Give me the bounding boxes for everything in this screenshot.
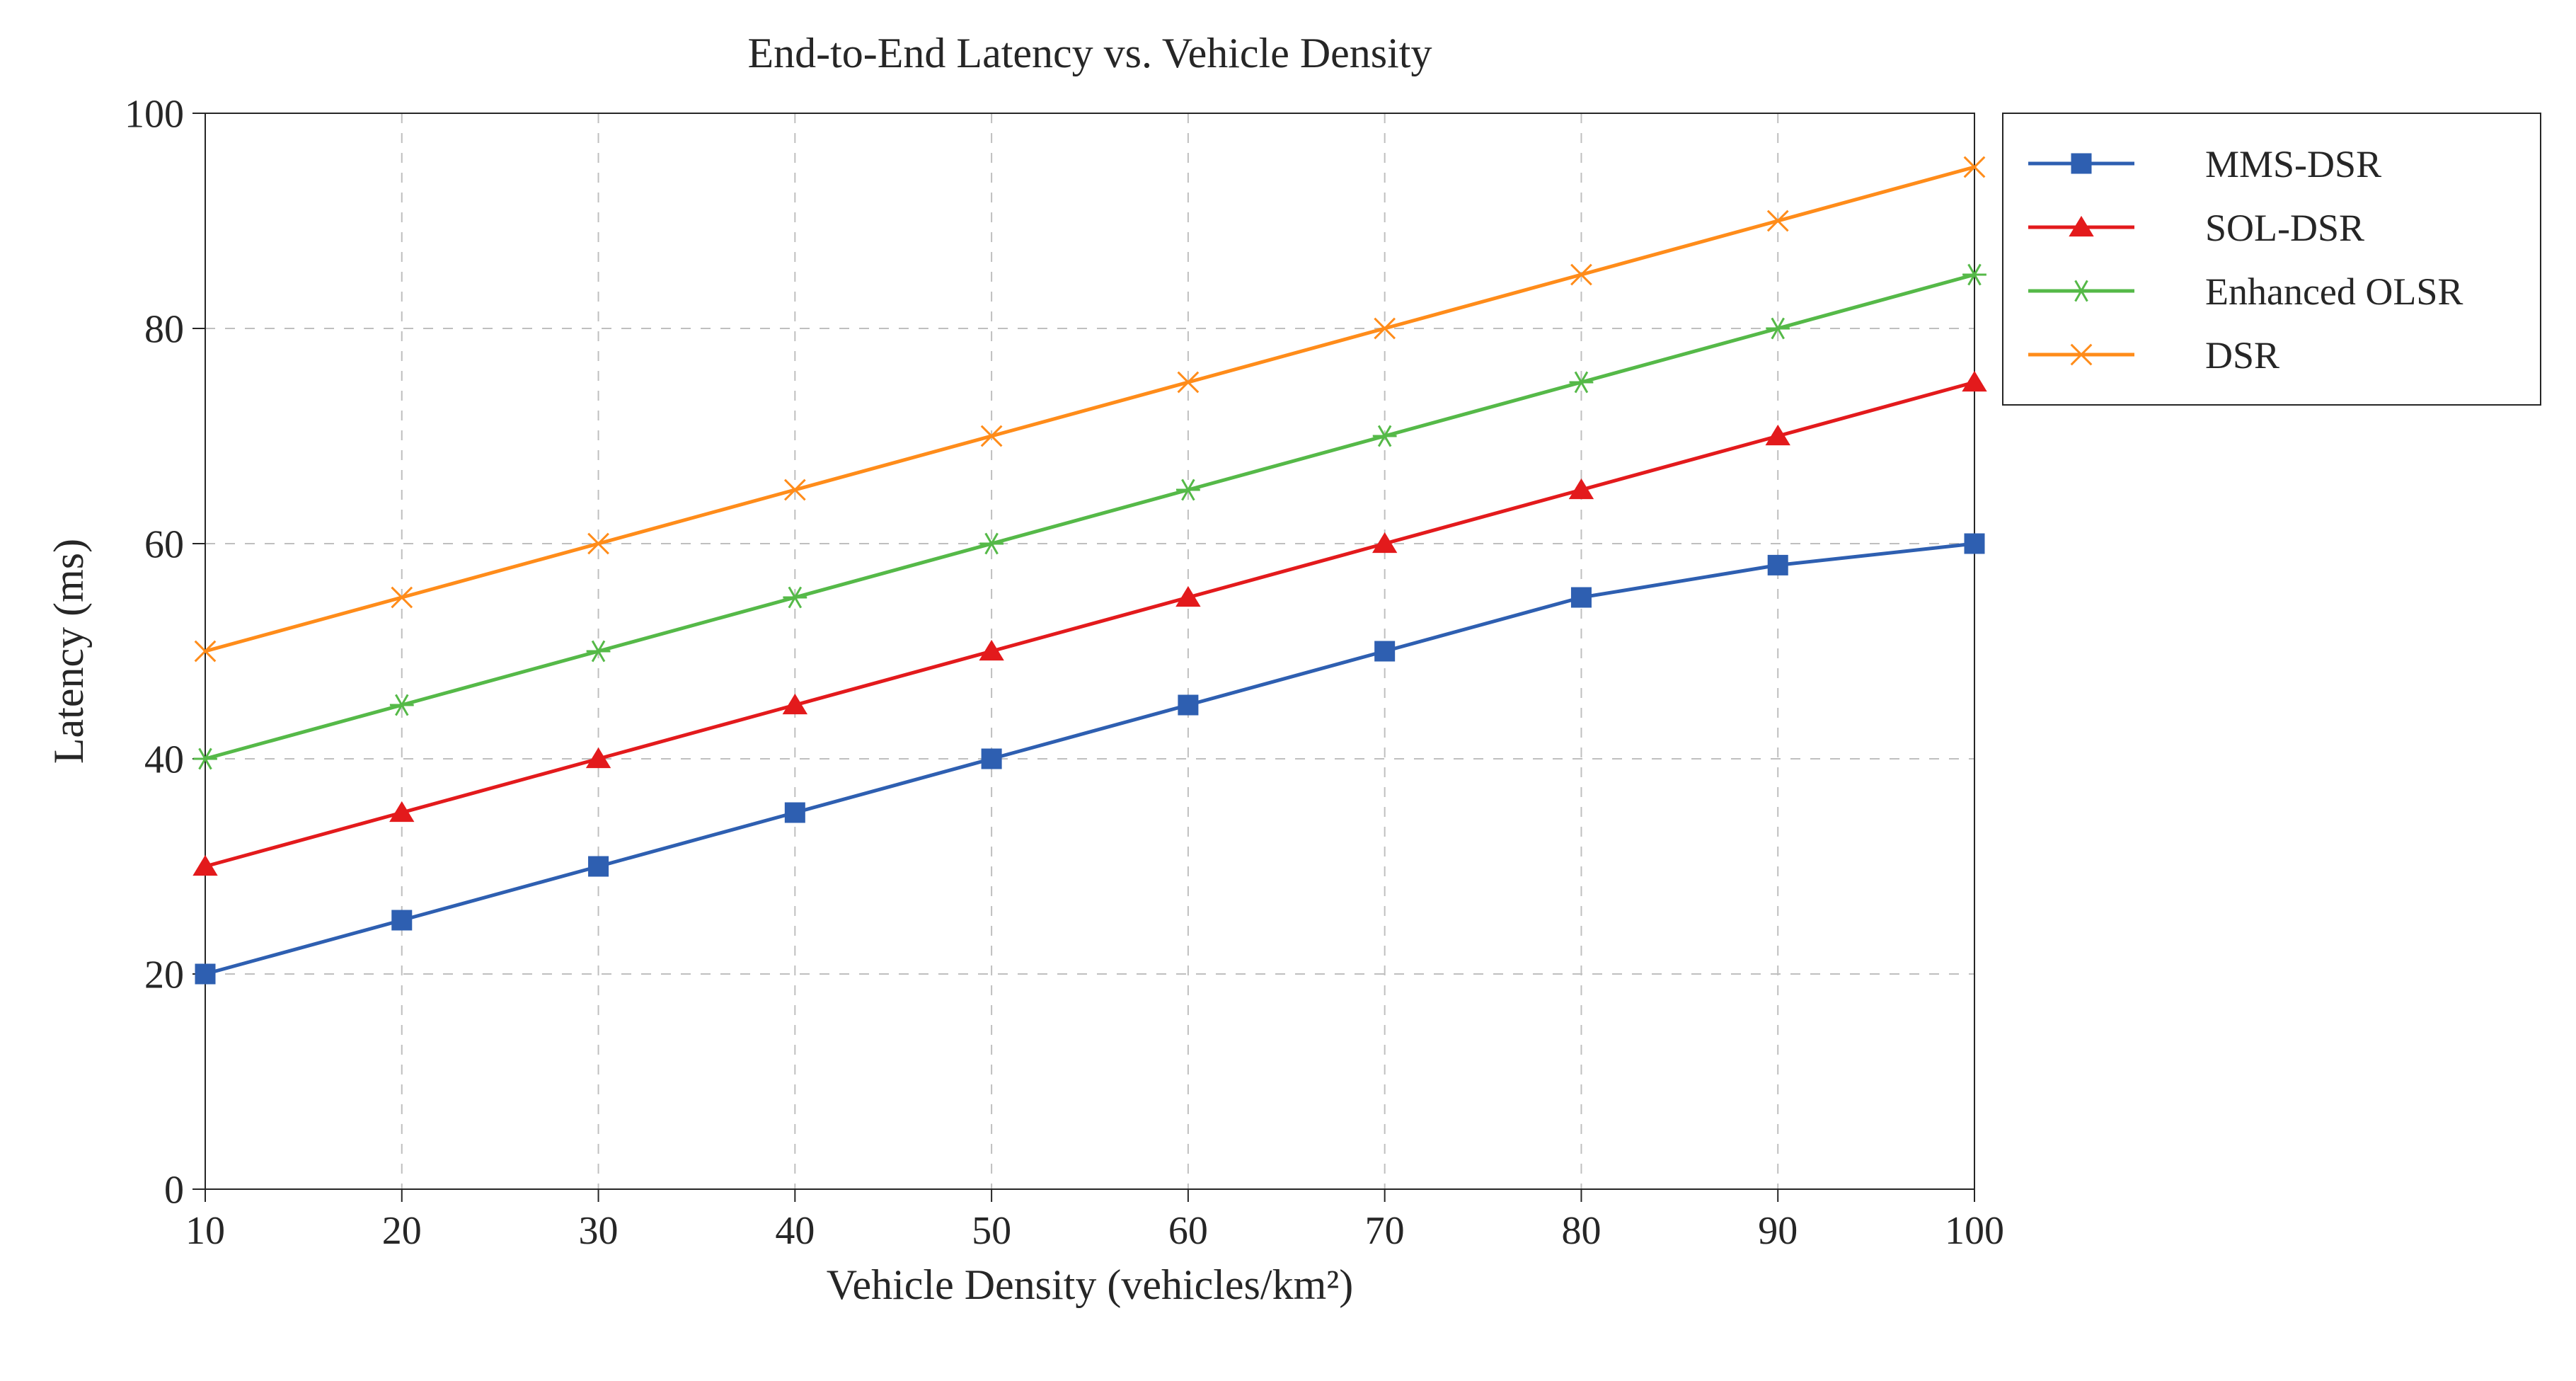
x-tick-label: 40 (775, 1209, 815, 1253)
y-tick-label: 0 (164, 1169, 184, 1213)
x-tick-label: 90 (1758, 1209, 1798, 1253)
x-tick-label: 70 (1365, 1209, 1405, 1253)
line-chart: 10 20 30 40 50 60 70 80 90 100 0 20 40 60 80 100 Vehicle… (0, 0, 2576, 1381)
y-axis-label: Latency (ms) (45, 539, 92, 764)
x-tick-label: 80 (1561, 1209, 1601, 1253)
y-tick-label: 100 (125, 93, 184, 137)
legend-label: DSR (2205, 334, 2279, 377)
legend-label: SOL-DSR (2205, 207, 2364, 249)
x-tick-label: 100 (1945, 1209, 2004, 1253)
legend: MMS-DSR SOL-DSR Enhanced OLSR DSR (2003, 113, 2541, 405)
x-tick-label: 20 (382, 1209, 422, 1253)
y-tick-label: 80 (144, 308, 184, 352)
x-tick-label: 10 (185, 1209, 225, 1253)
x-tick-label: 50 (972, 1209, 1011, 1253)
x-tick-label: 30 (579, 1209, 619, 1253)
y-tick-label: 20 (144, 953, 184, 997)
chart-title: End-to-End Latency vs. Vehicle Density (748, 30, 1432, 76)
x-tick-label: 60 (1168, 1209, 1208, 1253)
legend-label: Enhanced OLSR (2205, 270, 2463, 313)
legend-label: MMS-DSR (2205, 143, 2381, 185)
x-axis-label: Vehicle Density (vehicles/km²) (827, 1261, 1353, 1308)
chart-container: 10 20 30 40 50 60 70 80 90 100 0 20 40 60 80 100 Vehicle… (0, 0, 2576, 1381)
y-tick-label: 40 (144, 738, 184, 782)
y-tick-label: 60 (144, 523, 184, 567)
